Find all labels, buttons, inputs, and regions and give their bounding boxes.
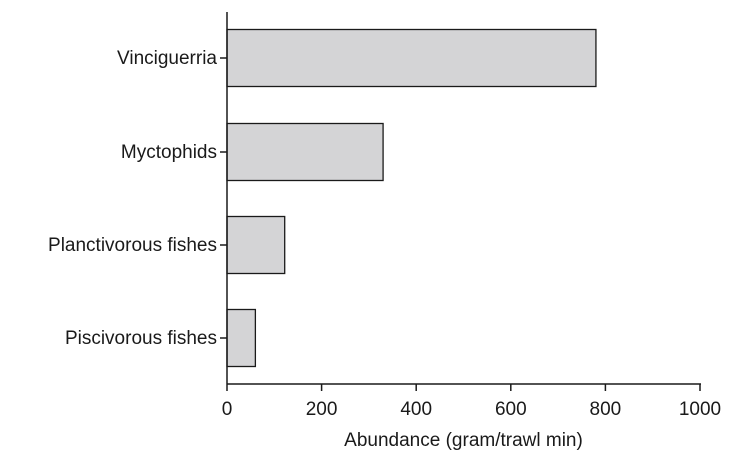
y-tick-label: Piscivorous fishes (65, 328, 217, 349)
x-axis-ticks: 0 200 400 600 800 1000 (222, 384, 721, 420)
y-axis-ticks: Vinciguerria Myctophids Planctivorous fish… (48, 48, 227, 349)
bar-planctivorous-fishes (226, 215, 286, 275)
x-tick-label: 1000 (679, 399, 721, 420)
x-tick-label: 600 (495, 399, 527, 420)
y-tick-label: Vinciguerria (117, 48, 217, 69)
x-tick-label: 0 (222, 399, 233, 420)
y-tick-label: Myctophids (121, 142, 217, 163)
x-tick-label: 800 (590, 399, 622, 420)
bars-group (226, 28, 597, 368)
x-tick-label: 400 (400, 399, 432, 420)
y-tick-label: Planctivorous fishes (48, 235, 217, 256)
bar-piscivorous-fishes (226, 308, 257, 368)
x-axis-title: Abundance (gram/trawl min) (344, 430, 583, 451)
bar-vinciguerria (226, 28, 597, 88)
bar-myctophids (226, 122, 384, 182)
x-tick-label: 200 (306, 399, 338, 420)
